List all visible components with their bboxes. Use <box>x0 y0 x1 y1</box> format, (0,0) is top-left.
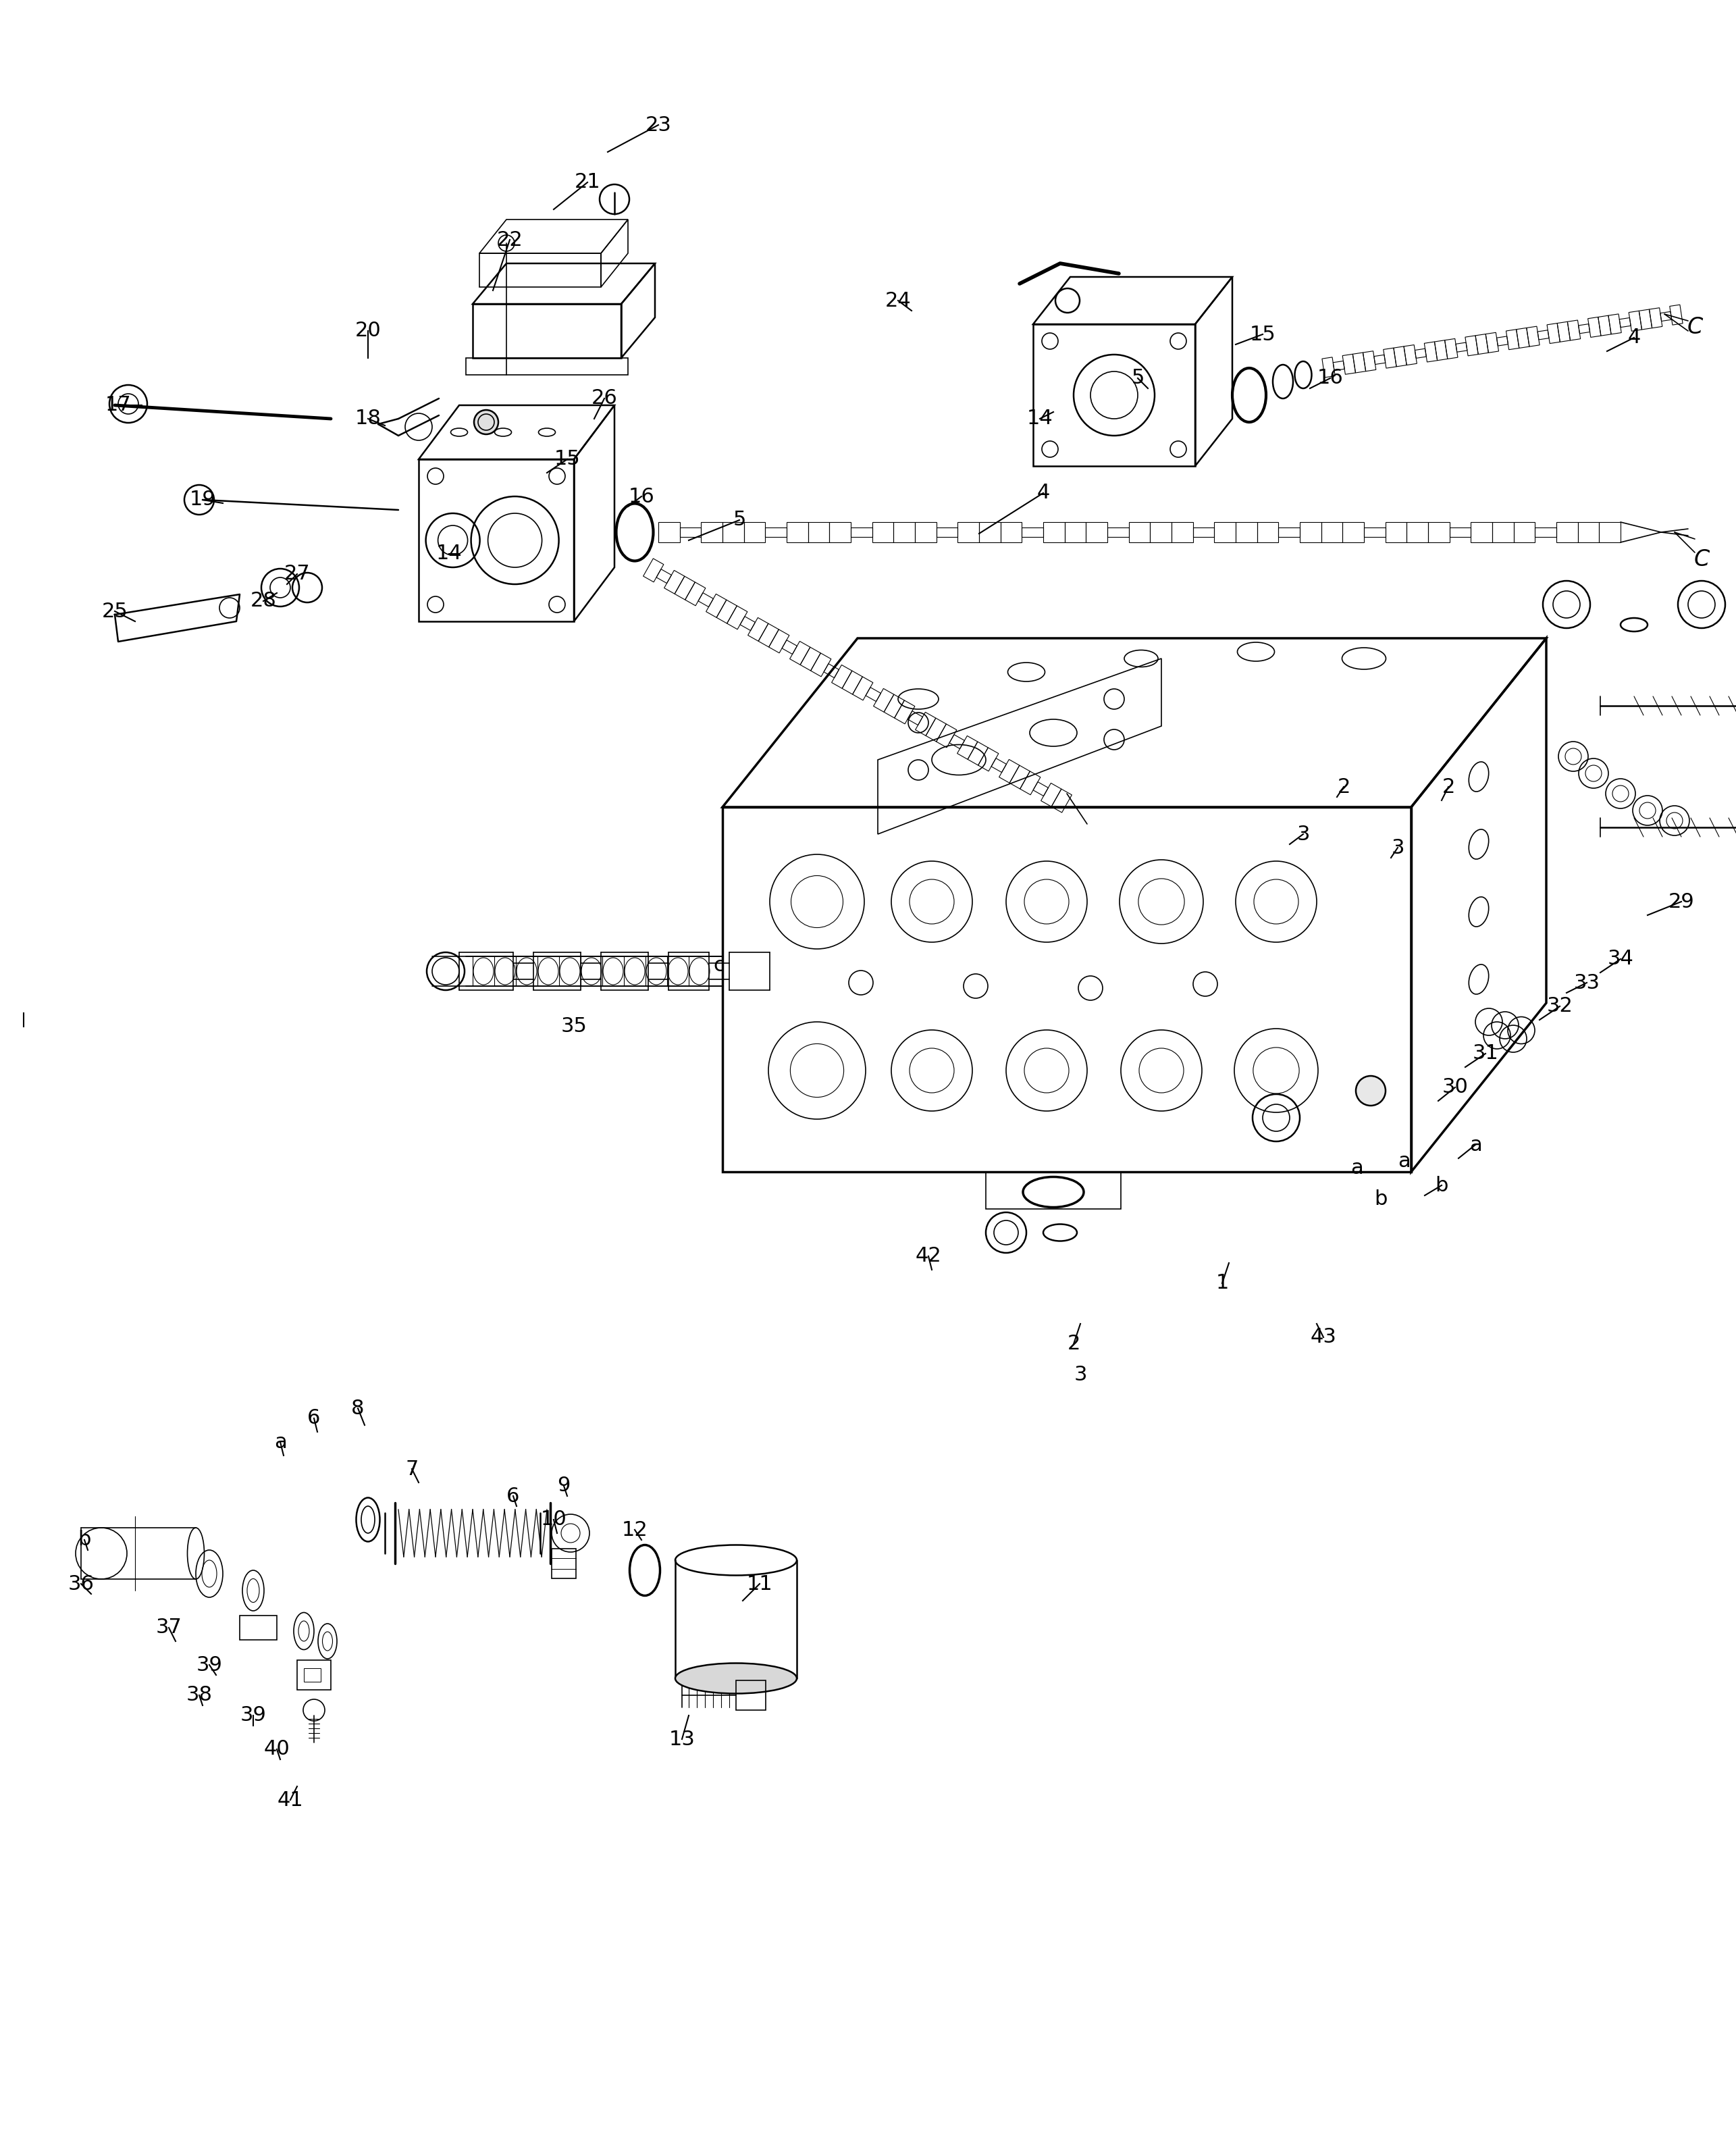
Bar <box>736 1681 766 1711</box>
Text: 18: 18 <box>354 409 382 428</box>
Text: 43: 43 <box>1311 1327 1337 1347</box>
Text: 1: 1 <box>1215 1274 1229 1293</box>
Text: 4: 4 <box>1628 328 1641 347</box>
Text: 21: 21 <box>575 173 601 193</box>
Text: 7: 7 <box>404 1460 418 1479</box>
Text: 11: 11 <box>746 1574 773 1593</box>
Text: 5: 5 <box>1132 368 1144 388</box>
Text: 20: 20 <box>354 321 382 340</box>
Text: 2: 2 <box>1068 1334 1080 1353</box>
Text: 13: 13 <box>668 1730 694 1749</box>
Text: b: b <box>1375 1188 1387 1210</box>
Bar <box>240 1616 276 1640</box>
Text: 6: 6 <box>507 1486 519 1505</box>
Circle shape <box>986 1212 1026 1252</box>
Text: 29: 29 <box>1668 893 1694 912</box>
Text: a: a <box>274 1432 286 1452</box>
Text: 3: 3 <box>1391 837 1404 856</box>
Text: c: c <box>713 957 724 976</box>
Text: b: b <box>78 1531 90 1550</box>
Text: 33: 33 <box>1573 972 1601 993</box>
Text: 42: 42 <box>915 1246 941 1265</box>
Text: 40: 40 <box>264 1738 290 1760</box>
Text: a: a <box>1397 1152 1411 1171</box>
Text: 41: 41 <box>278 1790 304 1809</box>
Circle shape <box>1543 580 1590 627</box>
Text: 39: 39 <box>196 1655 222 1674</box>
Text: 14: 14 <box>1026 409 1054 428</box>
Text: 35: 35 <box>561 1017 587 1036</box>
Text: C: C <box>1687 317 1703 338</box>
Text: 10: 10 <box>540 1509 566 1529</box>
Text: 16: 16 <box>628 486 654 505</box>
Ellipse shape <box>675 1664 797 1694</box>
Bar <box>297 1659 332 1689</box>
Text: 2: 2 <box>1337 777 1351 796</box>
Text: 30: 30 <box>1443 1077 1469 1096</box>
Text: 23: 23 <box>646 116 672 135</box>
Text: 38: 38 <box>186 1685 212 1704</box>
Text: 3: 3 <box>1297 824 1309 844</box>
Text: 9: 9 <box>557 1475 571 1497</box>
Text: 31: 31 <box>1472 1045 1498 1064</box>
Text: 17: 17 <box>106 396 132 415</box>
Text: a: a <box>1469 1135 1483 1154</box>
Circle shape <box>1679 580 1726 627</box>
Text: 5: 5 <box>733 510 746 529</box>
Text: 14: 14 <box>436 544 462 563</box>
Text: 26: 26 <box>592 390 618 409</box>
Circle shape <box>1356 1077 1385 1105</box>
Text: a: a <box>1351 1158 1363 1178</box>
Text: 32: 32 <box>1547 996 1573 1017</box>
Text: 6: 6 <box>307 1409 321 1428</box>
Text: b: b <box>1436 1175 1448 1195</box>
Text: 19: 19 <box>189 490 215 510</box>
Text: 39: 39 <box>240 1706 266 1726</box>
Text: 25: 25 <box>102 602 128 621</box>
Text: 22: 22 <box>496 229 523 250</box>
Text: C: C <box>1694 548 1710 570</box>
Text: 2: 2 <box>1443 777 1455 796</box>
Text: 28: 28 <box>250 591 276 610</box>
Text: 15: 15 <box>554 450 580 469</box>
Text: 34: 34 <box>1608 948 1634 970</box>
Text: 8: 8 <box>351 1398 365 1417</box>
Text: 36: 36 <box>68 1574 94 1593</box>
Bar <box>552 1548 576 1578</box>
Text: 15: 15 <box>1250 325 1276 345</box>
Text: 24: 24 <box>885 291 911 310</box>
Text: 3: 3 <box>1075 1364 1087 1385</box>
Text: 16: 16 <box>1318 368 1344 388</box>
Text: 12: 12 <box>621 1520 648 1539</box>
Text: 4: 4 <box>1036 484 1050 503</box>
Text: 37: 37 <box>156 1619 182 1638</box>
Text: 27: 27 <box>285 565 311 584</box>
Bar <box>304 1668 321 1681</box>
Bar <box>986 1171 1121 1210</box>
Circle shape <box>474 409 498 435</box>
Bar <box>465 358 628 375</box>
